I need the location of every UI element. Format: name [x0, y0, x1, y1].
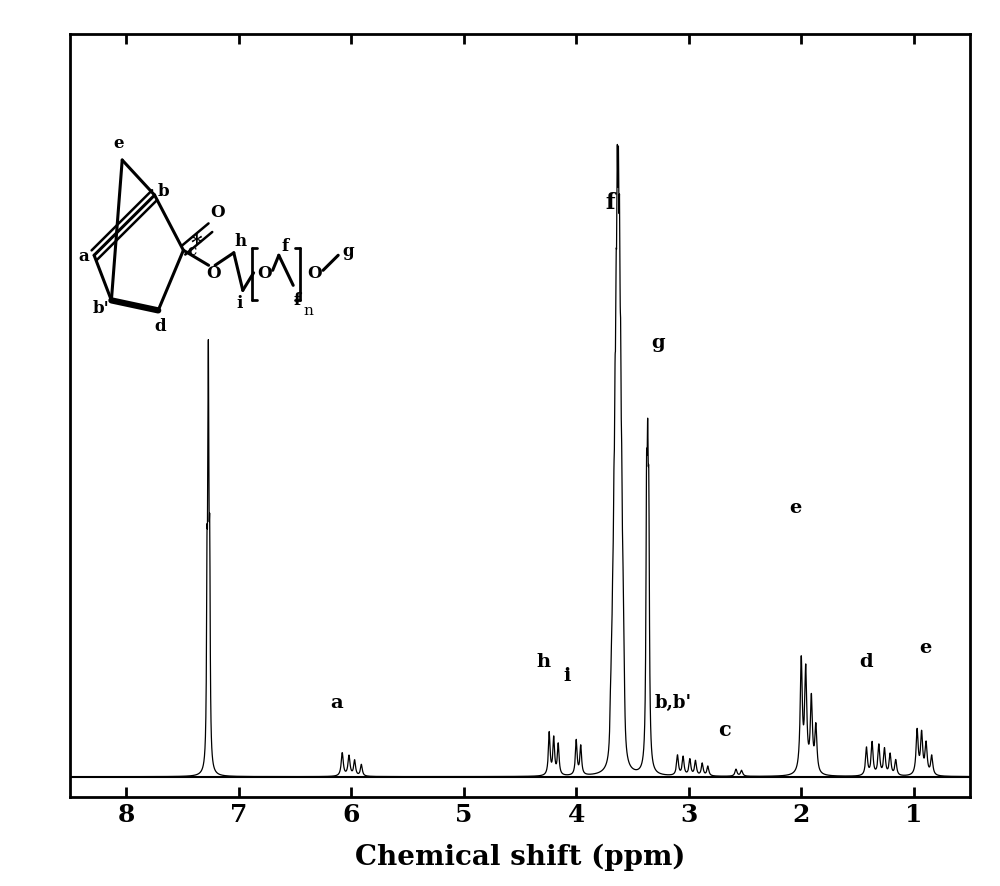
Text: e: e: [919, 639, 931, 657]
Text: g: g: [652, 333, 665, 351]
Text: d: d: [860, 652, 873, 671]
Text: a: a: [330, 694, 343, 711]
Text: e: e: [790, 498, 802, 516]
Text: f: f: [605, 192, 615, 214]
Text: c: c: [718, 719, 731, 739]
Text: h: h: [537, 652, 551, 671]
Text: *: *: [190, 233, 202, 255]
X-axis label: Chemical shift (ppm): Chemical shift (ppm): [355, 843, 685, 870]
Text: i: i: [564, 666, 571, 684]
Text: b,b': b,b': [654, 694, 692, 711]
